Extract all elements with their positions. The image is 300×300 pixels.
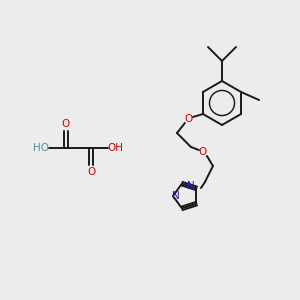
Text: N: N [172, 191, 180, 201]
Text: O: O [185, 114, 193, 124]
Text: O: O [199, 147, 207, 157]
Text: O: O [87, 167, 95, 177]
Text: OH: OH [107, 143, 123, 153]
Text: HO: HO [33, 143, 49, 153]
Text: O: O [62, 119, 70, 129]
Text: N: N [187, 182, 194, 191]
